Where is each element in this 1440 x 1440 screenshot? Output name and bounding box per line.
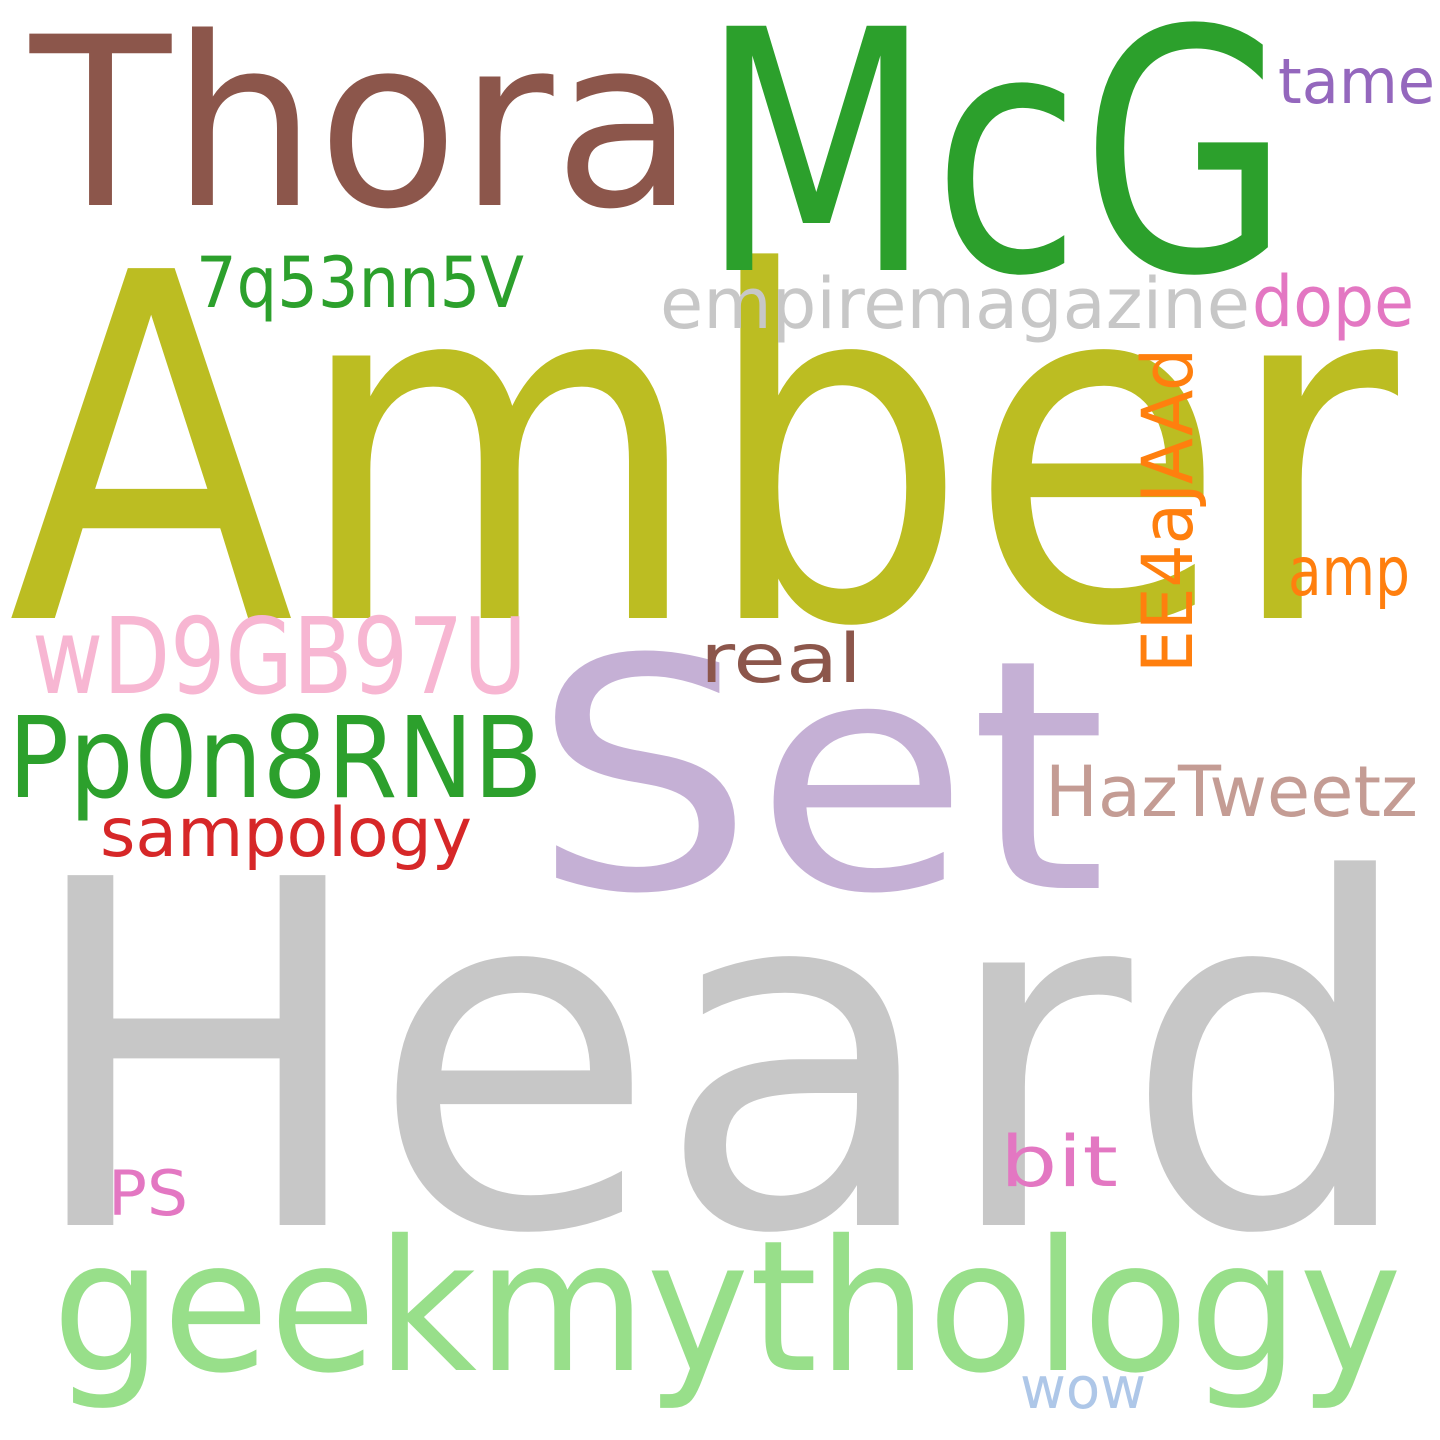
word-wd9gb97u: wD9GB97U <box>32 596 527 718</box>
word-amp: amp <box>1288 533 1410 612</box>
word-tame: tame <box>1278 45 1435 118</box>
word-empiremagazine: empiremagazine <box>660 263 1250 345</box>
word-wow: wow <box>1020 1354 1146 1422</box>
word-ps: PS <box>108 1157 188 1230</box>
word-amber: Amber <box>8 173 1402 732</box>
word-pp0n8rnb: Pp0n8RNB <box>8 694 543 824</box>
word-set: Set <box>532 592 1107 964</box>
word-geekmythology: geekmythology <box>52 1201 1402 1413</box>
word-heard: Heard <box>22 780 1418 1339</box>
word-thora: Thora <box>29 0 695 261</box>
word-bit: bit <box>1000 1121 1118 1203</box>
word-7q53nn5v: 7q53nn5V <box>196 242 524 324</box>
word-real: real <box>700 620 862 699</box>
word-mcg: McG <box>700 0 1290 350</box>
word-ee4ajaad: EE4aJAAd <box>1127 348 1209 673</box>
word-dope: dope <box>1252 261 1414 343</box>
word-sampology: sampology <box>100 794 472 873</box>
word-haztweetz: HazTweetz <box>1045 751 1418 833</box>
